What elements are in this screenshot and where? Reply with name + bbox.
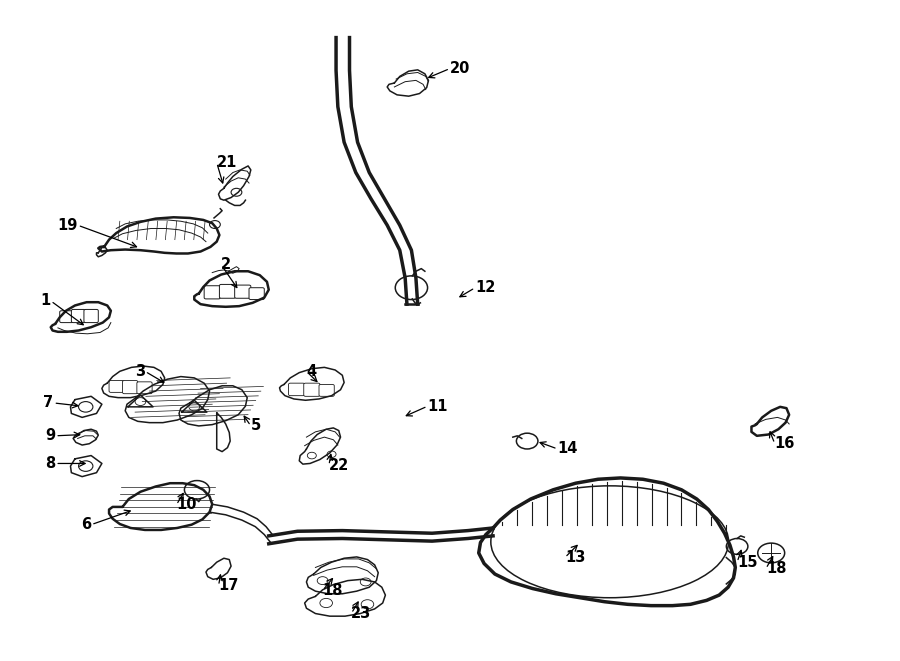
FancyBboxPatch shape (109, 381, 124, 393)
Text: 20: 20 (450, 61, 471, 76)
FancyBboxPatch shape (289, 383, 304, 396)
Text: 8: 8 (45, 456, 55, 471)
Text: 13: 13 (565, 550, 585, 565)
Text: 6: 6 (81, 517, 91, 532)
Text: 19: 19 (58, 217, 77, 233)
FancyBboxPatch shape (59, 311, 73, 323)
Text: 23: 23 (351, 606, 372, 621)
FancyBboxPatch shape (220, 284, 236, 298)
Text: 1: 1 (40, 293, 50, 309)
FancyBboxPatch shape (204, 286, 220, 299)
FancyBboxPatch shape (249, 288, 265, 299)
FancyBboxPatch shape (137, 382, 152, 394)
Text: 22: 22 (328, 458, 349, 473)
Text: 10: 10 (176, 498, 197, 512)
Text: 18: 18 (322, 583, 343, 598)
Text: 14: 14 (558, 442, 578, 457)
Text: 7: 7 (43, 395, 53, 410)
FancyBboxPatch shape (84, 309, 98, 323)
FancyBboxPatch shape (71, 309, 86, 323)
Text: 16: 16 (775, 436, 796, 451)
FancyBboxPatch shape (122, 381, 138, 394)
Text: 5: 5 (251, 418, 261, 434)
Text: 15: 15 (737, 555, 758, 570)
Text: 21: 21 (217, 155, 237, 170)
Text: 2: 2 (221, 257, 231, 272)
Text: 4: 4 (306, 364, 317, 379)
Text: 9: 9 (45, 428, 55, 444)
Text: 17: 17 (219, 578, 238, 594)
FancyBboxPatch shape (319, 385, 334, 397)
Text: 18: 18 (766, 561, 787, 576)
Text: 3: 3 (135, 364, 145, 379)
FancyBboxPatch shape (235, 285, 251, 298)
Text: 11: 11 (428, 399, 448, 414)
FancyBboxPatch shape (304, 383, 320, 397)
Text: 12: 12 (475, 280, 496, 295)
